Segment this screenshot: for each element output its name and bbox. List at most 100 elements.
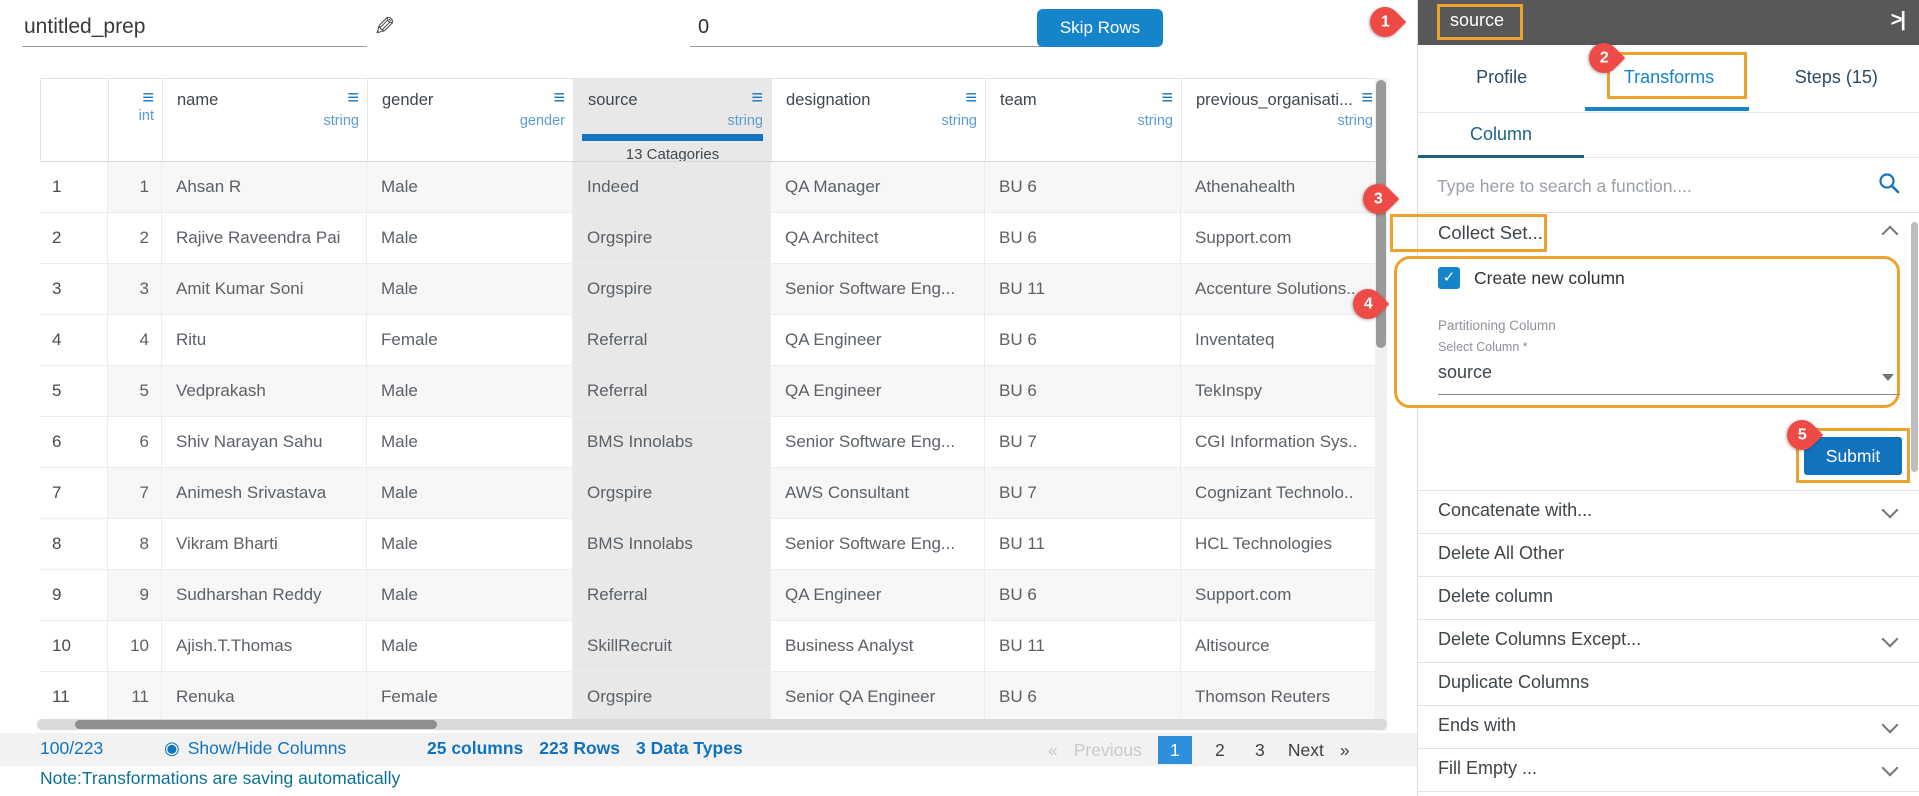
cell-rownum: 5	[40, 366, 108, 417]
column-header-source[interactable]: source ≡ string 13 Catagories	[574, 79, 772, 161]
table-row: 6 6 Shiv Narayan Sahu Male BMS Innolabs Senio…	[40, 417, 1388, 468]
chevron-down-icon[interactable]	[1881, 759, 1899, 777]
cell-rownum: 4	[40, 315, 108, 366]
column-menu-icon[interactable]: ≡	[142, 87, 154, 109]
pagination-page-3[interactable]: 3	[1254, 739, 1265, 760]
function-label: Delete Columns Except...	[1438, 629, 1642, 649]
cell-gender: Male	[367, 468, 573, 519]
function-item-delete-column[interactable]: Delete column	[1418, 576, 1919, 619]
column-name: name	[177, 91, 219, 109]
select-column-label: Select Column *	[1438, 340, 1528, 354]
column-menu-icon[interactable]: ≡	[965, 87, 977, 109]
column-menu-icon[interactable]: ≡	[1361, 87, 1373, 109]
cell-source: Orgspire	[573, 468, 771, 519]
cell-team: BU 7	[985, 417, 1181, 468]
function-item-fill-empty[interactable]: Fill Empty ...	[1418, 748, 1919, 791]
function-item-delete-columns-except[interactable]: Delete Columns Except...	[1418, 619, 1919, 662]
cell-previous_organisation: Altisource	[1181, 621, 1381, 672]
cell-team: BU 6	[985, 162, 1181, 213]
cell-int: 10	[108, 621, 162, 672]
skip-rows-input[interactable]	[690, 8, 1042, 47]
panel-scrollbar-thumb[interactable]	[1911, 222, 1918, 472]
column-header-designation[interactable]: designation ≡ string	[772, 79, 986, 161]
cell-designation: Senior Software Eng...	[771, 519, 985, 570]
cell-name: Vedprakash	[162, 366, 367, 417]
pagination-next-arrow[interactable]: »	[1339, 739, 1350, 760]
cell-rownum: 2	[40, 213, 108, 264]
column-menu-icon[interactable]: ≡	[1161, 87, 1173, 109]
cell-source: BMS Innolabs	[573, 417, 771, 468]
cell-team: BU 11	[985, 264, 1181, 315]
pagination-prev-button[interactable]: Previous	[1073, 739, 1142, 760]
cell-team: BU 11	[985, 519, 1181, 570]
cell-name: Rajive Raveendra Pai	[162, 213, 367, 264]
chevron-down-icon[interactable]	[1881, 501, 1899, 519]
cell-name: Ajish.T.Thomas	[162, 621, 367, 672]
chevron-up-icon[interactable]	[1881, 225, 1899, 243]
column-type-label: string	[727, 113, 763, 129]
pencil-icon[interactable]: ✎	[368, 14, 399, 37]
function-label: Fill Empty ...	[1438, 758, 1538, 778]
column-select-dropdown[interactable]: source	[1438, 362, 1493, 382]
create-new-column-checkbox[interactable]: ✓	[1438, 267, 1460, 289]
prep-name-input[interactable]	[22, 8, 367, 47]
column-menu-icon[interactable]: ≡	[751, 87, 763, 109]
cell-gender: Female	[367, 672, 573, 723]
collapse-panel-icon[interactable]: >|	[1890, 9, 1906, 31]
cell-rownum: 3	[40, 264, 108, 315]
column-name: designation	[786, 91, 871, 109]
function-item-ends-with[interactable]: Ends with	[1418, 705, 1919, 748]
horizontal-scrollbar-thumb[interactable]	[75, 720, 437, 729]
pagination-prev-arrow[interactable]: «	[1048, 739, 1058, 760]
show-hide-columns-button[interactable]: ◉ Show/Hide Columns	[164, 738, 346, 759]
submit-button[interactable]: Submit	[1804, 437, 1902, 475]
column-header-team[interactable]: team ≡ string	[986, 79, 1182, 161]
search-icon[interactable]	[1878, 172, 1900, 194]
cell-source: Orgspire	[573, 264, 771, 315]
cell-previous_organisation: HCL Technologies	[1181, 519, 1381, 570]
cell-source: Indeed	[573, 162, 771, 213]
table-summary: 25 columns 223 Rows 3 Data Types	[427, 738, 743, 759]
category-bar	[582, 134, 763, 141]
function-item-delete-all-other[interactable]: Delete All Other	[1418, 533, 1919, 576]
subtab-column[interactable]: Column	[1470, 124, 1533, 144]
function-collect-set[interactable]: Collect Set...	[1418, 214, 1919, 256]
function-item-clipped[interactable]	[1418, 791, 1919, 796]
dropdown-caret-icon[interactable]	[1882, 374, 1894, 381]
skip-rows-button[interactable]: Skip Rows	[1037, 9, 1163, 47]
column-menu-icon[interactable]: ≡	[347, 87, 359, 109]
pagination-next-button[interactable]: Next	[1287, 739, 1324, 760]
function-search-input[interactable]	[1435, 170, 1859, 202]
chevron-down-icon[interactable]	[1881, 716, 1899, 734]
column-name: source	[588, 91, 638, 109]
cell-previous_organisation: Thomson Reuters	[1181, 672, 1381, 723]
cell-int: 5	[108, 366, 162, 417]
cell-source: Referral	[573, 315, 771, 366]
pagination-page-1[interactable]: 1	[1157, 736, 1192, 764]
cell-int: 2	[108, 213, 162, 264]
pagination-page-2[interactable]: 2	[1214, 739, 1225, 760]
cell-name: Shiv Narayan Sahu	[162, 417, 367, 468]
cell-designation: QA Manager	[771, 162, 985, 213]
tab-steps[interactable]: Steps (15)	[1794, 67, 1878, 87]
table-row: 10 10 Ajish.T.Thomas Male SkillRecruit Busine…	[40, 621, 1388, 672]
category-count-label: 13 Catagories	[625, 146, 720, 161]
function-item-duplicate-columns[interactable]: Duplicate Columns	[1418, 662, 1919, 705]
column-header-previous_organisation[interactable]: previous_organisati... ≡ string	[1182, 79, 1382, 161]
tab-profile[interactable]: Profile	[1476, 67, 1528, 87]
column-header-name[interactable]: name ≡ string	[163, 79, 368, 161]
cell-designation: Senior Software Eng...	[771, 264, 985, 315]
chevron-down-icon[interactable]	[1881, 630, 1899, 648]
function-item-concatenate-with[interactable]: Concatenate with...	[1418, 490, 1919, 533]
tab-transforms[interactable]: Transforms	[1623, 67, 1715, 87]
cell-rownum: 7	[40, 468, 108, 519]
table-row: 2 2 Rajive Raveendra Pai Male Orgspire QA Arc…	[40, 213, 1388, 264]
cell-rownum: 1	[40, 162, 108, 213]
column-header-gender[interactable]: gender ≡ gender	[368, 79, 574, 161]
vertical-scrollbar-thumb[interactable]	[1376, 80, 1386, 348]
column-header-int[interactable]: ≡ int	[109, 79, 163, 161]
show-hide-columns-label: Show/Hide Columns	[187, 738, 347, 758]
column-menu-icon[interactable]: ≡	[553, 87, 565, 109]
transform-panel: source >| Profile Transforms Steps (15) …	[1394, 0, 1919, 796]
cell-name: Vikram Bharti	[162, 519, 367, 570]
